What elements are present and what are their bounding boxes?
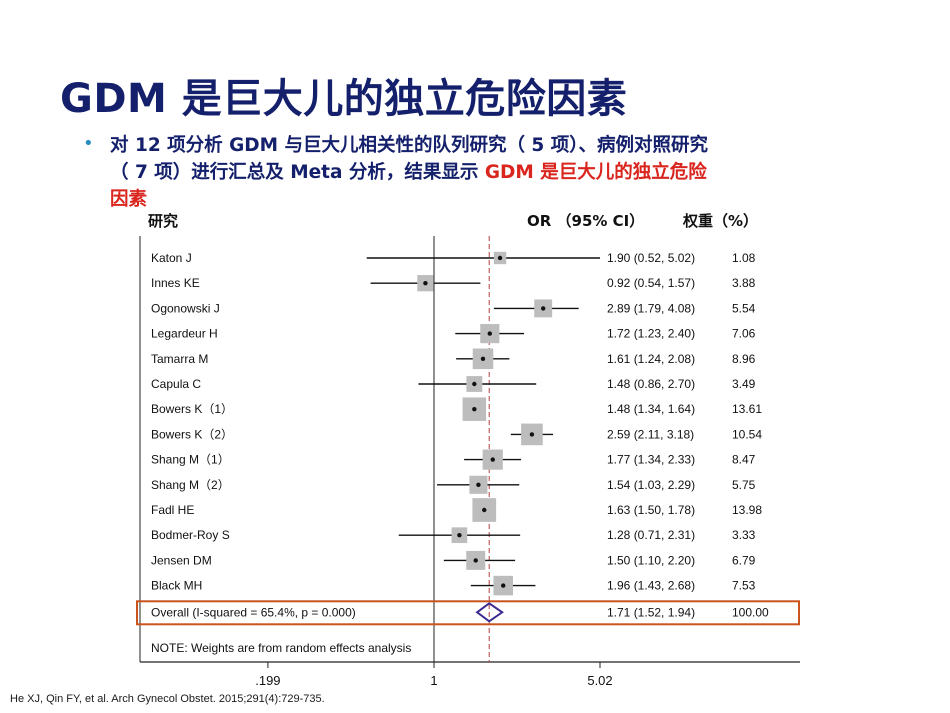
x-tick-label: 5.02	[587, 673, 612, 688]
weight-label: 1.08	[732, 251, 756, 265]
study-name: Bowers K（2）	[151, 427, 233, 441]
weight-label: 8.96	[732, 352, 756, 366]
point-estimate	[423, 281, 428, 286]
bullet-icon: •	[83, 133, 94, 154]
study-name: Bowers K（1）	[151, 402, 233, 416]
weight-label: 7.06	[732, 327, 756, 341]
overall-weight-label: 100.00	[732, 605, 769, 619]
study-name: Fadl HE	[151, 503, 194, 517]
ci-label: 1.28 (0.71, 2.31)	[607, 528, 695, 542]
weight-label: 10.54	[732, 427, 762, 441]
point-estimate	[480, 356, 486, 361]
study-name: Ogonowski J	[151, 301, 220, 315]
point-estimate	[529, 432, 535, 437]
x-tick-label: .199	[255, 673, 280, 688]
study-name: Katon J	[151, 251, 192, 265]
bullet-line1: 对 12 项分析 GDM 与巨大儿相关性的队列研究（ 5 项）、病例对照研究	[110, 135, 708, 156]
ci-label: 0.92 (0.54, 1.57)	[607, 276, 695, 290]
study-name: Legardeur H	[151, 327, 218, 341]
bullet-line2: （ 7 项）进行汇总及 Meta 分析，结果显示	[110, 162, 485, 183]
point-estimate	[472, 407, 477, 412]
overall-highlight-box	[136, 600, 800, 626]
weight-label: 5.75	[732, 478, 756, 492]
study-name: Innes KE	[151, 276, 200, 290]
weight-label: 5.54	[732, 301, 756, 315]
ci-label: 1.54 (1.03, 2.29)	[607, 478, 695, 492]
weight-label: 6.79	[732, 553, 756, 567]
plot-note: NOTE: Weights are from random effects an…	[151, 641, 411, 655]
point-estimate	[490, 457, 495, 462]
point-estimate	[497, 255, 503, 261]
bullet-text: 对 12 项分析 GDM 与巨大儿相关性的队列研究（ 5 项）、病例对照研究 （…	[110, 132, 880, 213]
point-estimate	[457, 533, 462, 538]
point-estimate	[501, 583, 506, 588]
header-weight: 权重（%）	[682, 212, 758, 230]
weight-label: 3.88	[732, 276, 756, 290]
point-estimate	[472, 381, 477, 387]
study-name: Jensen DM	[151, 553, 212, 567]
weight-label: 7.53	[732, 579, 756, 593]
ci-label: 1.96 (1.43, 2.68)	[607, 579, 695, 593]
slide-title: GDM 是巨大儿的独立危险因素	[60, 76, 628, 122]
point-estimate	[473, 558, 478, 563]
study-name: Shang M（1）	[151, 453, 230, 467]
overall-diamond	[475, 602, 504, 623]
bullet-line3: 因素	[110, 189, 148, 210]
overall-ci-label: 1.71 (1.52, 1.94)	[607, 605, 695, 619]
point-estimate	[540, 306, 546, 311]
ci-label: 1.50 (1.10, 2.20)	[607, 553, 695, 567]
study-name: Bodmer-Roy S	[151, 528, 230, 542]
ci-label: 1.63 (1.50, 1.78)	[607, 503, 695, 517]
point-estimate	[476, 482, 481, 487]
study-name: Shang M（2）	[151, 478, 230, 492]
ci-label: 1.48 (0.86, 2.70)	[607, 377, 695, 391]
study-name: Black MH	[151, 579, 202, 593]
ci-label: 1.48 (1.34, 1.64)	[607, 402, 695, 416]
x-tick-label: 1	[430, 673, 437, 688]
header-ci: OR （95% CI）	[527, 212, 644, 230]
ci-label: 1.61 (1.24, 2.08)	[607, 352, 695, 366]
weight-label: 13.98	[732, 503, 762, 517]
ci-label: 1.77 (1.34, 2.33)	[607, 453, 695, 467]
weight-label: 3.33	[732, 528, 756, 542]
ci-label: 1.90 (0.52, 5.02)	[607, 251, 695, 265]
overall-label: Overall (I-squared = 65.4%, p = 0.000)	[151, 605, 356, 619]
ci-label: 2.59 (2.11, 3.18)	[607, 427, 694, 441]
ci-label: 1.72 (1.23, 2.40)	[607, 327, 695, 341]
study-name: Capula C	[151, 377, 201, 391]
point-estimate	[482, 507, 487, 513]
weight-label: 3.49	[732, 377, 756, 391]
study-name: Tamarra M	[151, 352, 208, 366]
header-study: 研究	[148, 212, 178, 230]
weight-label: 13.61	[732, 402, 762, 416]
bullet-highlight: GDM 是巨大儿的独立危险	[484, 162, 707, 183]
point-estimate	[487, 331, 492, 336]
ci-label: 2.89 (1.79, 4.08)	[607, 301, 695, 315]
citation: He XJ, Qin FY, et al. Arch Gynecol Obste…	[10, 693, 325, 705]
weight-label: 8.47	[732, 453, 756, 467]
